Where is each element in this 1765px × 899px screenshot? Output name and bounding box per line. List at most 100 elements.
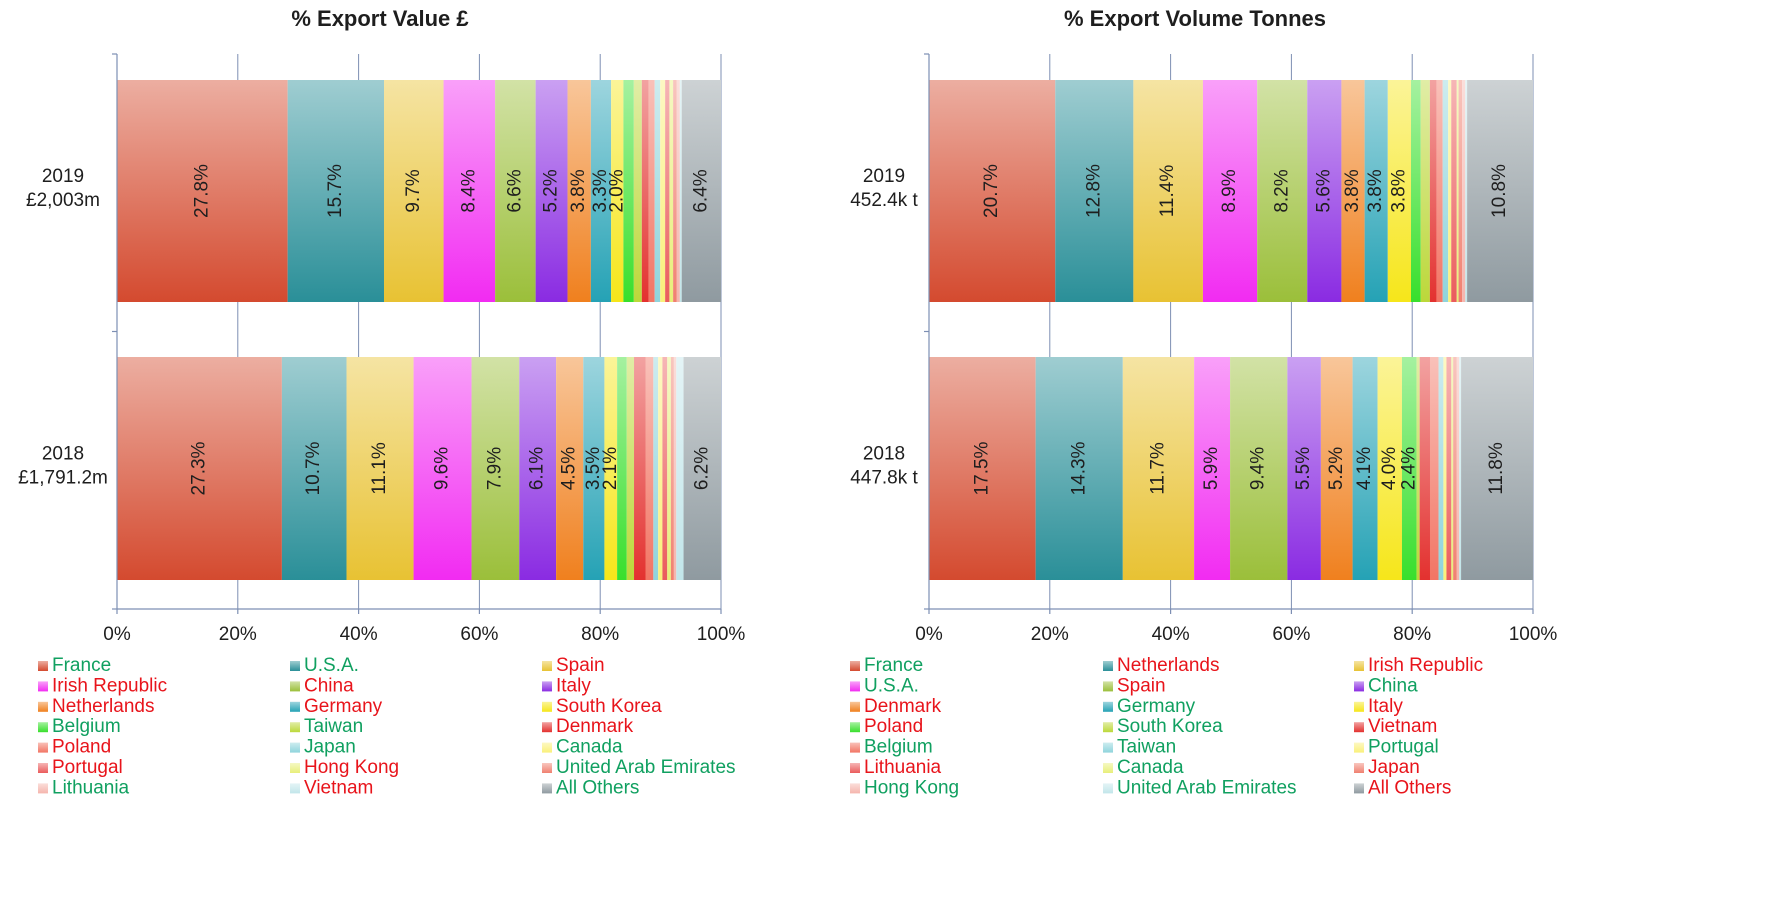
bar-segment-vietnam-2019 — [679, 80, 682, 302]
bar-segment-united-arab-emirates-2019 — [673, 80, 677, 302]
category-label-total: £1,791.2m — [18, 468, 108, 489]
bar-segment-china-2018 — [1287, 357, 1321, 580]
legend-item-germany: Germany — [1103, 696, 1196, 717]
bar-segment-u-s-a-2018 — [281, 357, 347, 580]
data-label-poland-2018: 2.4% — [1398, 447, 1419, 490]
bar-segment-china-2019 — [495, 80, 536, 302]
legend-label: Belgium — [52, 716, 121, 737]
legend-item-denmark: Denmark — [542, 716, 634, 737]
bar-segment-italy-2018 — [1377, 357, 1402, 580]
bar-2019: 20.7% 12.8% 11.4% 8.9% 8.2% 5.6% 3.8% 3.8% 3.8% 1… — [929, 80, 1533, 302]
legend-label: Poland — [864, 716, 923, 737]
legend-swatch — [1103, 661, 1113, 671]
legend-swatch — [850, 783, 860, 794]
legend-swatch — [38, 661, 48, 671]
bar-segment-denmark-2018 — [1320, 357, 1353, 580]
bar-segment-spain-2018 — [346, 357, 414, 580]
data-label-irish-republic-2019: 8.4% — [458, 169, 479, 212]
legend-swatch — [1103, 742, 1113, 753]
legend-swatch — [850, 661, 860, 671]
data-label-spain-2018: 11.1% — [369, 442, 390, 495]
bar-segment-netherlands-2018 — [556, 357, 584, 580]
x-tick-label: 80% — [1393, 624, 1431, 645]
bar-segment-belgium-2019 — [623, 80, 634, 302]
data-label-china-2019: 5.6% — [1313, 169, 1334, 212]
category-label-total: £2,003m — [26, 190, 100, 211]
data-label-south-korea-2019: 2.0% — [606, 169, 627, 212]
x-tick-label: 100% — [1509, 624, 1558, 645]
data-label-netherlands-2018: 14.3% — [1068, 441, 1089, 495]
legend-item-poland: Poland — [38, 737, 111, 758]
legend-label: Portugal — [52, 757, 123, 778]
bar-segment-netherlands-2019 — [1055, 80, 1134, 302]
legend-item-belgium: Belgium — [38, 716, 121, 737]
x-tick-label: 40% — [1152, 624, 1190, 645]
x-tick-label: 80% — [581, 624, 619, 645]
data-label-italy-2019: 5.2% — [541, 169, 562, 212]
legend-item-u-s-a: U.S.A. — [850, 675, 919, 696]
bar-segment-all-others-2019 — [1467, 80, 1533, 302]
legend-label: Denmark — [556, 716, 634, 737]
chart-title: % Export Volume Tonnes — [1064, 6, 1326, 31]
data-label-italy-2018: 4.0% — [1379, 447, 1400, 490]
bar-segment-italy-2019 — [1387, 80, 1411, 302]
data-label-netherlands-2018: 4.5% — [559, 447, 580, 490]
legend-label: Poland — [52, 737, 111, 758]
data-label-u-s-a-2018: 10.7% — [303, 441, 324, 495]
bar-segment-hong-kong-2019 — [1462, 80, 1466, 302]
data-label-china-2019: 6.6% — [504, 169, 525, 212]
legend-label: Hong Kong — [304, 757, 399, 778]
legend-item-hong-kong: Hong Kong — [290, 757, 399, 778]
legend-label: Germany — [304, 696, 383, 717]
legend-label: U.S.A. — [864, 675, 919, 696]
data-label-france-2018: 27.3% — [188, 441, 209, 495]
legend-label: Denmark — [864, 696, 942, 717]
legend-label: Irish Republic — [52, 675, 167, 696]
legend-item-china: China — [1354, 675, 1418, 696]
bar-segment-denmark-2019 — [1341, 80, 1365, 302]
data-label-netherlands-2019: 3.8% — [568, 169, 589, 212]
legend-label: Lithuania — [864, 757, 942, 778]
legend-swatch — [1103, 681, 1113, 692]
bar-segment-u-s-a-2019 — [287, 80, 385, 302]
data-label-all-others-2019: 6.4% — [690, 169, 711, 212]
bar-segment-belgium-2019 — [1436, 80, 1443, 302]
legend-label: Taiwan — [304, 716, 363, 737]
bar-segment-vietnam-2018 — [1419, 357, 1430, 580]
legend-label: Lithuania — [52, 777, 130, 798]
legend-label: U.S.A. — [304, 655, 359, 676]
bar-segment-belgium-2018 — [1429, 357, 1439, 580]
bar-segment-denmark-2019 — [641, 80, 649, 302]
legend-item-spain: Spain — [542, 655, 605, 676]
legend-label: Germany — [1117, 696, 1196, 717]
legend-label: Netherlands — [52, 696, 154, 717]
bar-segment-canada-2018 — [658, 357, 663, 580]
legend-label: Vietnam — [304, 777, 373, 798]
legend-item-italy: Italy — [1354, 696, 1403, 717]
bar-segment-portugal-2018 — [1443, 357, 1447, 580]
bar-segment-japan-2019 — [654, 80, 661, 302]
data-label-france-2019: 20.7% — [981, 164, 1002, 218]
bar-segment-south-korea-2019 — [611, 80, 624, 302]
bar-segment-irish-republic-2019 — [443, 80, 496, 302]
chart-panel-export-volume: % Export Volume Tonnes 20.7% 12.8% 11.4% 8.9… — [850, 6, 1557, 798]
legend-swatch — [542, 681, 552, 692]
legend-item-germany: Germany — [290, 696, 383, 717]
bar-segment-poland-2018 — [645, 357, 654, 580]
bar-segment-poland-2018 — [1401, 357, 1417, 580]
bar-segment-all-others-2018 — [1461, 357, 1533, 580]
legend-label: Netherlands — [1117, 655, 1219, 676]
bar-segment-germany-2019 — [590, 80, 612, 302]
legend-swatch — [542, 722, 552, 733]
bar-segment-china-2018 — [471, 357, 520, 580]
legend-label: Portugal — [1368, 737, 1439, 758]
data-label-germany-2018: 4.1% — [1354, 447, 1375, 490]
legend-swatch — [542, 763, 552, 773]
data-label-germany-2019: 3.3% — [590, 169, 611, 212]
data-label-italy-2018: 6.1% — [527, 447, 548, 490]
legend-swatch — [38, 722, 48, 733]
legend-label: Italy — [1368, 696, 1403, 717]
legend-item-netherlands: Netherlands — [1103, 655, 1219, 676]
